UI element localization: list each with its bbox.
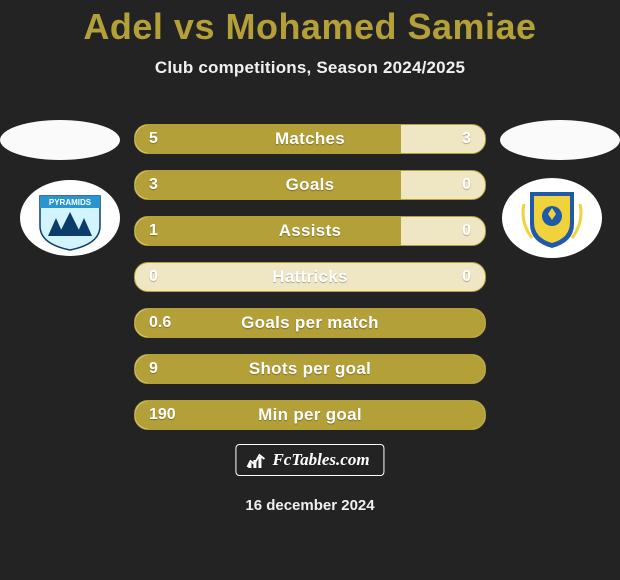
stat-label: Goals	[135, 171, 485, 199]
page-title: Adel vs Mohamed Samiae	[0, 0, 620, 48]
subtitle: Club competitions, Season 2024/2025	[0, 58, 620, 78]
stat-value-right: 0	[462, 263, 471, 291]
chart-icon	[246, 451, 266, 469]
stat-value-left: 190	[149, 401, 176, 429]
stat-row: Shots per goal9	[134, 354, 486, 384]
stat-value-right: 3	[462, 125, 471, 153]
stat-row: Goals per match0.6	[134, 308, 486, 338]
stat-label: Shots per goal	[135, 355, 485, 383]
stat-label: Matches	[135, 125, 485, 153]
club-badge-right	[502, 178, 602, 258]
stat-value-left: 0	[149, 263, 158, 291]
stat-row: Assists1 0	[134, 216, 486, 246]
stat-value-left: 0.6	[149, 309, 171, 337]
stat-row: Hattricks0 0	[134, 262, 486, 292]
watermark: FcTables.com	[235, 444, 384, 476]
svg-text:PYRAMIDS: PYRAMIDS	[49, 198, 92, 207]
stat-value-left: 9	[149, 355, 158, 383]
stat-label: Assists	[135, 217, 485, 245]
stat-label: Goals per match	[135, 309, 485, 337]
club-badge-left: PYRAMIDS	[20, 178, 120, 258]
stat-row: Matches5 3	[134, 124, 486, 154]
stat-row: Min per goal190	[134, 400, 486, 430]
stat-label: Hattricks	[135, 263, 485, 291]
stat-value-right: 0	[462, 171, 471, 199]
stat-value-left: 5	[149, 125, 158, 153]
date: 16 december 2024	[0, 497, 620, 514]
stats-container: Matches53Goals30Assists10Hattricks00Goal…	[134, 124, 486, 446]
watermark-text: FcTables.com	[272, 450, 369, 470]
stat-value-left: 3	[149, 171, 158, 199]
stat-value-left: 1	[149, 217, 158, 245]
stat-value-right: 0	[462, 217, 471, 245]
stat-label: Min per goal	[135, 401, 485, 429]
stat-row: Goals3 0	[134, 170, 486, 200]
player-placeholder-left	[0, 120, 120, 160]
player-placeholder-right	[500, 120, 620, 160]
